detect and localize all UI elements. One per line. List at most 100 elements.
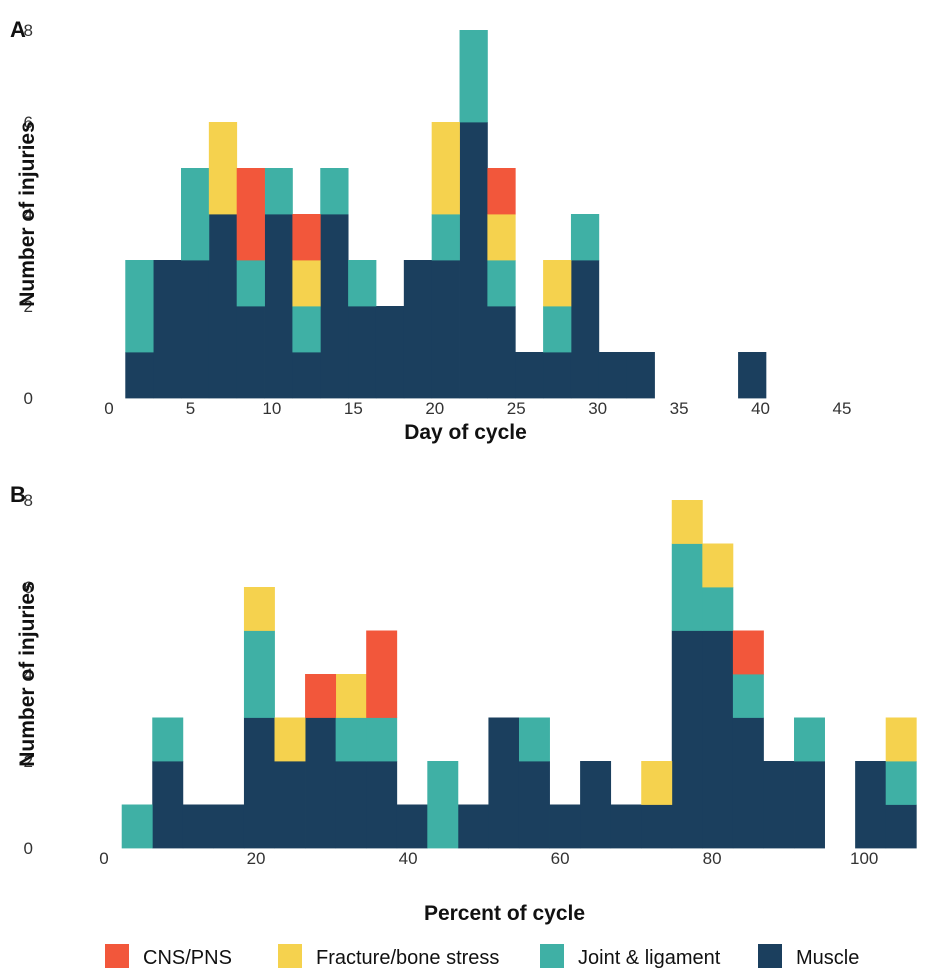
panel-label: A [10, 17, 26, 42]
bar-segment-muscle-bin-16 [610, 804, 642, 849]
panel-a-chart: 0 2 4 6 8 0 5 10 15 20 25 30 35 40 45 Day of cycle Numbe… [10, 17, 851, 444]
bar-segment-joint-ligament-bin-18 [671, 543, 703, 631]
bar-segment-fracture-bone-stress-bin-11 [431, 122, 460, 215]
bar-segment-muscle-bin-12 [459, 122, 488, 399]
bar-segment-muscle-bin-15 [580, 761, 612, 849]
bar-segment-muscle-bin-14 [549, 804, 581, 849]
x-tick-label: 5 [186, 399, 195, 418]
x-tick-label: 80 [703, 849, 722, 868]
bar-segment-fracture-bone-stress-bin-7 [335, 674, 367, 718]
x-tick-label: 0 [99, 849, 108, 868]
x-tick-label: 60 [551, 849, 570, 868]
legend-label: Joint & ligament [578, 947, 721, 969]
bar-segment-joint-ligament-bin-0 [121, 804, 153, 849]
legend-swatch-fracture-bone-stress [278, 944, 302, 968]
bar-segment-joint-ligament-bin-1 [152, 717, 184, 762]
bar-segment-muscle-bin-21 [763, 761, 795, 849]
bar-segment-muscle-bin-4 [243, 717, 275, 849]
bar-segment-muscle-bin-8 [366, 761, 398, 849]
bar-segment-joint-ligament-bin-7 [335, 717, 367, 762]
x-tick-label: 15 [344, 399, 363, 418]
y-tick-label: 2 [24, 297, 33, 316]
x-tick-label: 20 [425, 399, 444, 418]
x-tick-label: 100 [850, 849, 878, 868]
bar-segment-muscle-bin-9 [375, 306, 405, 399]
bar-segment-fracture-bone-stress-bin-15 [543, 260, 572, 307]
bar-segment-fracture-bone-stress-bin-3 [208, 122, 238, 215]
y-tick-label: 6 [24, 578, 33, 597]
y-tick-label: 8 [24, 21, 33, 40]
bar-segment-muscle-bin-16 [570, 260, 600, 399]
bar-segment-muscle-bin-19 [702, 630, 734, 849]
x-tick-label: 25 [507, 399, 526, 418]
bar-segment-joint-ligament-bin-4 [236, 260, 265, 307]
bar-segment-joint-ligament-bin-19 [702, 587, 734, 631]
y-tick-label: 6 [24, 113, 33, 132]
bar-segment-muscle-bin-3 [213, 804, 245, 849]
x-tick-label: 45 [833, 399, 852, 418]
bar-segment-muscle-bin-15 [543, 352, 572, 399]
bar-segment-joint-ligament-bin-22 [794, 717, 825, 762]
bar-segment-muscle-bin-4 [236, 306, 265, 399]
legend-label: Muscle [796, 947, 859, 969]
x-axis-title: Day of cycle [404, 421, 527, 444]
bar-segment-fracture-bone-stress-bin-6 [292, 260, 321, 307]
bar-segment-muscle-bin-2 [181, 260, 210, 399]
bar-segment-joint-ligament-bin-8 [366, 717, 398, 762]
bar-segment-muscle-bin-1 [153, 260, 182, 399]
bar-segment-joint-ligament-bin-6 [292, 306, 321, 353]
bar-segment-joint-ligament-bin-20 [732, 674, 764, 718]
bar-segment-joint-ligament-bin-16 [570, 214, 600, 261]
bar-segment-fracture-bone-stress-bin-18 [671, 500, 703, 544]
bar-segment-cns-pns-bin-6 [292, 214, 321, 261]
y-axis-title: Number of injuries [16, 121, 39, 307]
bar-segment-joint-ligament-bin-4 [243, 630, 275, 718]
bar-segment-joint-ligament-bin-10 [427, 761, 459, 849]
panel-label: B [10, 482, 26, 507]
bar-segment-muscle-bin-6 [292, 352, 321, 399]
legend: CNS/PNS Fracture/bone stress Joint & ligam… [105, 944, 859, 969]
bar-segment-cns-pns-bin-4 [236, 168, 265, 261]
bar-segment-muscle-bin-13 [518, 761, 550, 849]
bar-segment-joint-ligament-bin-2 [181, 168, 210, 261]
bar-segment-joint-ligament-bin-8 [348, 260, 377, 307]
bar-segment-muscle-bin-22 [738, 352, 767, 399]
bar-segment-muscle-bin-3 [208, 214, 238, 399]
bar-segment-muscle-bin-6 [305, 717, 337, 849]
bar-segment-muscle-bin-9 [396, 804, 428, 849]
bar-segment-muscle-bin-8 [348, 306, 377, 399]
bar-segment-muscle-bin-5 [264, 214, 293, 399]
bar-segment-muscle-bin-20 [732, 717, 764, 849]
bar-segment-muscle-bin-17 [598, 352, 628, 399]
y-tick-label: 4 [24, 665, 33, 684]
x-tick-label: 40 [751, 399, 770, 418]
bar-segment-muscle-bin-25 [885, 804, 917, 849]
bar-segment-joint-ligament-bin-13 [487, 260, 516, 307]
bar-segment-muscle-bin-2 [182, 804, 214, 849]
bar-segment-muscle-bin-7 [335, 761, 367, 849]
legend-label: CNS/PNS [143, 947, 232, 969]
bar-segment-muscle-bin-11 [431, 260, 460, 399]
bar-segment-fracture-bone-stress-bin-17 [641, 761, 673, 805]
bar-segment-muscle-bin-18 [671, 630, 703, 849]
bar-segment-cns-pns-bin-8 [366, 630, 398, 718]
bar-segment-muscle-bin-7 [320, 214, 349, 399]
bar-segment-muscle-bin-1 [152, 761, 184, 849]
y-axis-title: Number of injuries [16, 581, 39, 767]
y-tick-label: 2 [24, 752, 33, 771]
bar-segment-muscle-bin-24 [855, 761, 887, 849]
bar-segment-muscle-bin-12 [488, 717, 520, 849]
bar-segment-muscle-bin-13 [487, 306, 516, 399]
bar-segment-joint-ligament-bin-7 [320, 168, 349, 215]
bar-segment-fracture-bone-stress-bin-5 [274, 717, 306, 762]
x-tick-label: 35 [670, 399, 689, 418]
bar-segment-muscle-bin-18 [626, 352, 655, 399]
bar-segment-cns-pns-bin-6 [305, 674, 337, 718]
x-tick-label: 20 [247, 849, 266, 868]
bar-segment-fracture-bone-stress-bin-19 [702, 543, 734, 588]
y-tick-label: 0 [24, 839, 33, 858]
bar-segment-joint-ligament-bin-0 [125, 260, 154, 353]
bar-segment-muscle-bin-14 [515, 352, 544, 399]
x-tick-label: 30 [588, 399, 607, 418]
